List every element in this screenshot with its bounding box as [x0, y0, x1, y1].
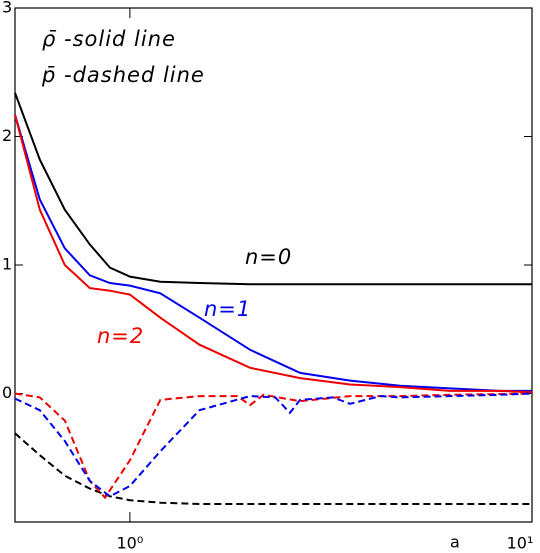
- line: [14, 92, 532, 286]
- y-tick-label: 1: [2, 255, 12, 274]
- annotation: n=1: [204, 297, 251, 321]
- annotation: n=2: [97, 324, 144, 348]
- y-tick-label: 0: [2, 383, 12, 402]
- y-tick-label: 3: [2, 0, 12, 17]
- legend-text: ρ̄ -solid line: [42, 27, 176, 51]
- line: [14, 432, 532, 505]
- y-tick-label: 2: [2, 126, 12, 145]
- x-tick-label: 10⁰: [116, 534, 143, 553]
- x-axis-label: a: [450, 533, 460, 552]
- x-tick-label: 10¹: [507, 534, 534, 553]
- line: [14, 392, 533, 498]
- line: [14, 114, 533, 394]
- annotation: n=0: [245, 245, 292, 269]
- line: [14, 114, 532, 392]
- line: [14, 392, 533, 500]
- legend-text: p̄ -dashed line: [41, 63, 205, 87]
